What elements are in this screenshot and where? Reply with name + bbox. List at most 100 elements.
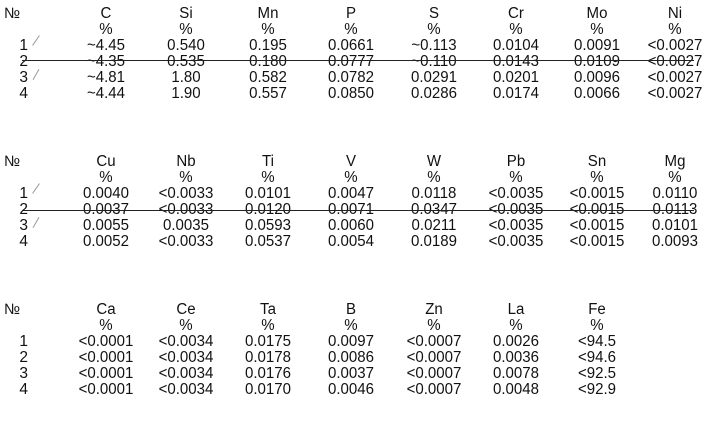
table-cell: 0.180: [249, 53, 287, 70]
unit-label: %: [590, 21, 604, 38]
element-header: Si: [179, 5, 193, 22]
table-cell: <0.0035: [488, 233, 544, 250]
table-cell: ~0.110: [411, 53, 457, 70]
number-column-header: №: [4, 153, 21, 170]
table-cell: 0.0091: [573, 37, 620, 54]
unit-label: %: [179, 21, 193, 38]
row-number: 2: [19, 53, 28, 70]
table-cell: 0.557: [249, 85, 287, 102]
element-header: S: [428, 5, 440, 22]
table-cell: ~4.45: [86, 37, 126, 54]
table-cell: 0.0109: [573, 53, 620, 70]
unit-label: %: [99, 317, 113, 334]
number-column-header: №: [4, 301, 21, 318]
row-number: 3: [19, 365, 28, 382]
unit-label: %: [261, 169, 275, 186]
table-cell: 0.0850: [327, 85, 374, 102]
table-cell: <0.0027: [647, 85, 703, 102]
element-header: Cu: [96, 153, 116, 170]
unit-label: %: [427, 169, 441, 186]
table-cell: 0.0291: [410, 69, 457, 86]
row-divider-rule: [22, 60, 694, 61]
table-cell: 0.0040: [82, 185, 129, 202]
table-cell: 0.0055: [82, 217, 129, 234]
unit-label: %: [179, 169, 193, 186]
unit-label: %: [427, 21, 441, 38]
element-header: B: [345, 301, 357, 318]
table-cell: <0.0033: [158, 233, 214, 250]
unit-label: %: [261, 317, 275, 334]
table-cell: ~4.44: [86, 85, 126, 102]
table-cell: 0.0078: [492, 365, 539, 382]
table-row: 1 <0.0001 <0.0034 0.0175 0.0097 <0.0007 …: [0, 334, 716, 350]
table-cell: ~0.113: [411, 37, 457, 54]
table-cell: 0.0170: [244, 381, 291, 398]
row-number: 3: [19, 69, 28, 86]
table-cell: 0.0052: [82, 233, 129, 250]
row-number: 1: [19, 333, 28, 350]
row-number: 4: [19, 85, 28, 102]
unit-label: %: [99, 21, 113, 38]
table-cell: ~4.81: [86, 69, 126, 86]
table-cell: 0.0176: [244, 365, 291, 382]
table-cell: <0.0034: [158, 381, 214, 398]
table-cell: ~4.35: [86, 53, 126, 70]
row-divider-rule: [22, 210, 694, 211]
number-column-header: №: [4, 5, 21, 22]
table-cell: 0.0211: [411, 217, 457, 234]
table-row: 2 0.0037 <0.0033 0.0120 0.0071 0.0347 <0…: [0, 202, 716, 218]
table-cell: 0.0661: [327, 37, 374, 54]
unit-label: %: [668, 21, 682, 38]
table-cell: <0.0001: [78, 349, 134, 366]
table-row: 3 <0.0001 <0.0034 0.0176 0.0037 <0.0007 …: [0, 366, 716, 382]
element-header: Ni: [667, 5, 683, 22]
table-cell: 0.0120: [244, 201, 291, 218]
element-header: Ti: [262, 153, 274, 170]
unit-label: %: [509, 169, 523, 186]
element-header: P: [345, 5, 357, 22]
table-cell: 0.535: [167, 53, 205, 70]
row-number: 1: [19, 185, 28, 202]
table-cell: <0.0035: [488, 201, 544, 218]
table-cell: 0.0093: [651, 233, 698, 250]
table-cell: 0.0047: [327, 185, 374, 202]
table-cell: 0.0347: [410, 201, 457, 218]
row-number: 4: [19, 381, 28, 398]
table-cell: 0.0782: [327, 69, 374, 86]
table-cell: 0.195: [249, 37, 287, 54]
unit-label: %: [344, 21, 358, 38]
table-cell: 0.0143: [492, 53, 539, 70]
element-header: Mo: [586, 5, 608, 22]
table-cell: 0.0101: [651, 217, 698, 234]
unit-label: %: [668, 169, 682, 186]
element-header-row: № Ca Ce Ta B Zn La Fe: [0, 302, 716, 318]
unit-label: %: [99, 169, 113, 186]
table-cell: <0.0034: [158, 333, 214, 350]
element-header-row: № C Si Mn P S Cr Mo Ni: [0, 6, 716, 22]
unit-label: %: [590, 317, 604, 334]
element-header: Zn: [425, 301, 443, 318]
element-header: Mn: [257, 5, 279, 22]
table-cell: 0.0037: [327, 365, 374, 382]
table-row: 4 0.0052 <0.0033 0.0537 0.0054 0.0189 <0…: [0, 234, 716, 250]
table-cell: <0.0034: [158, 349, 214, 366]
table-cell: <0.0035: [488, 185, 544, 202]
row-number: 3: [19, 217, 28, 234]
table-cell: 0.582: [249, 69, 287, 86]
unit-label: %: [344, 169, 358, 186]
table-cell: <0.0007: [406, 349, 462, 366]
row-number: 4: [19, 233, 28, 250]
unit-label: %: [590, 169, 604, 186]
table-cell: <0.0034: [158, 365, 214, 382]
table-row: 4 <0.0001 <0.0034 0.0170 0.0046 <0.0007 …: [0, 382, 716, 398]
element-header: Fe: [588, 301, 606, 318]
unit-label: %: [179, 317, 193, 334]
table-row: 2 <0.0001 <0.0034 0.0178 0.0086 <0.0007 …: [0, 350, 716, 366]
table-cell: 1.90: [171, 85, 201, 102]
table-row: 3 0.0055 0.0035 0.0593 0.0060 0.0211 <0.…: [0, 218, 716, 234]
element-header: Nb: [176, 153, 196, 170]
element-header: W: [426, 153, 442, 170]
table-row: 2 ~4.35 0.535 0.180 0.0777 ~0.110 0.0143…: [0, 54, 716, 70]
element-header: C: [100, 5, 112, 22]
